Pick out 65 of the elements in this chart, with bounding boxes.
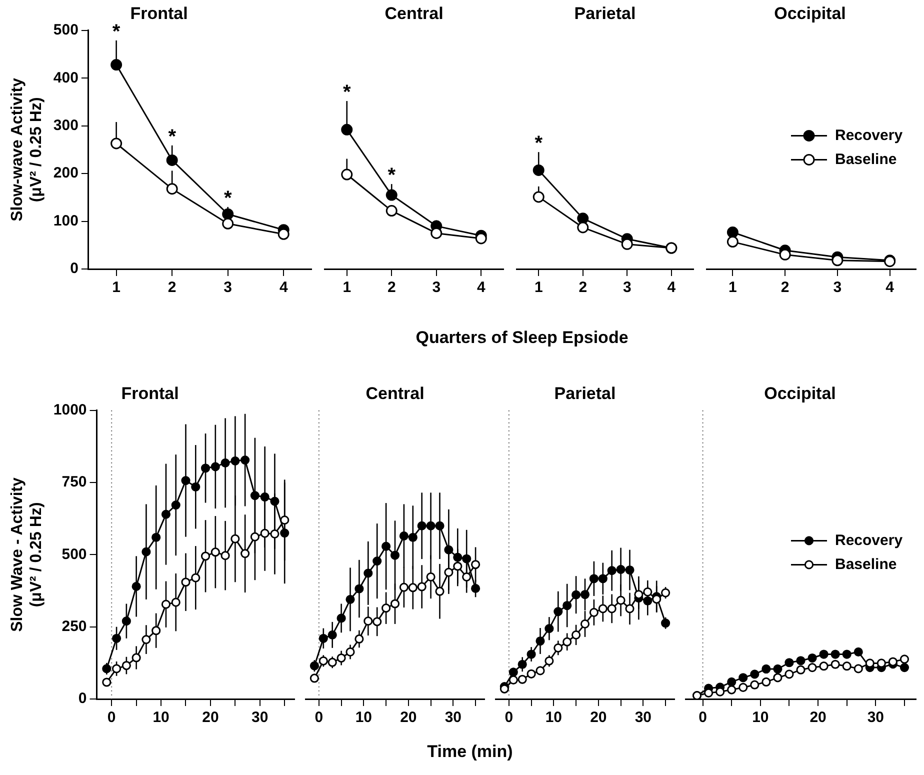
y-axis-title: Slow-wave Activity (μV² / 0.25 Hz): [9, 78, 46, 222]
x-tick-label: 1: [728, 279, 737, 296]
x-tick-label: 10: [152, 709, 170, 726]
chart-title: Frontal: [130, 4, 188, 23]
x-tick-label: 1: [112, 279, 120, 296]
x-tick-label: 10: [545, 709, 562, 726]
y-tick-label: 500: [53, 22, 78, 39]
annotation: *: [112, 20, 120, 43]
y-tick-label: 0: [78, 690, 87, 708]
x-tick-label: 10: [355, 709, 372, 726]
y-tick-label: 400: [53, 69, 78, 86]
chart-title: Parietal: [574, 4, 636, 23]
annotation: *: [388, 164, 396, 187]
x-tick-label: 3: [622, 279, 632, 296]
x-tick-label: 30: [444, 709, 462, 726]
x-tick-label: 20: [202, 709, 219, 726]
chart-title: Central: [366, 384, 424, 403]
x-tick-label: 4: [667, 279, 676, 296]
text: Quarters of Sleep Epsiode: [414, 328, 630, 348]
x-tick-label: 30: [634, 709, 652, 726]
annotation: *: [168, 126, 176, 148]
chart-title: Frontal: [121, 384, 179, 403]
y-tick-label: 100: [53, 212, 78, 230]
chart-title: Occipital: [764, 384, 836, 403]
annotation: *: [534, 132, 543, 155]
annotation: *: [224, 187, 232, 210]
x-tick-label: 30: [252, 709, 268, 726]
x-tick-label: 4: [476, 279, 486, 296]
x-tick-label: 30: [867, 709, 884, 726]
y-tick-label: 0: [70, 260, 78, 278]
y-tick-label: 750: [62, 474, 87, 491]
x-tick-label: 3: [224, 279, 232, 296]
x-tick-label: 1: [342, 279, 352, 296]
x-tick-label: 0: [314, 709, 324, 726]
x-tick-label: 2: [578, 279, 588, 296]
legend-label: Baseline: [835, 556, 897, 573]
annotation: *: [342, 82, 351, 104]
x-tick-label: 2: [168, 279, 176, 296]
x-tick-label: 0: [698, 709, 707, 726]
y-tick-label: 250: [62, 618, 87, 635]
y-tick-label: 300: [53, 116, 78, 134]
x-tick-label: 3: [833, 279, 842, 296]
x-tick-label: 3: [432, 279, 441, 296]
x-tick-label: 4: [279, 279, 288, 296]
x-tick-label: 1: [534, 279, 543, 296]
x-tick-label: 20: [590, 709, 607, 726]
x-tick-label: 2: [387, 279, 396, 296]
y-tick-label: 500: [62, 546, 87, 563]
y-axis-title: Slow Wave - Activity (μV² / 0.25 Hz): [9, 477, 46, 632]
x-tick-label: 4: [886, 279, 895, 296]
chart-title: Occipital: [774, 4, 846, 23]
legend-label: Recovery: [835, 126, 904, 144]
x-tick-label: 0: [107, 709, 116, 726]
legend-label: Recovery: [835, 532, 904, 549]
legend-label: Baseline: [835, 150, 897, 168]
y-tick-label: 200: [53, 164, 78, 182]
x-tick-label: 10: [752, 709, 769, 726]
x-tick-label: 2: [780, 279, 790, 296]
chart-title: Central: [384, 4, 444, 23]
x-tick-label: 20: [810, 709, 826, 726]
text: Time (min): [426, 742, 514, 762]
x-tick-label: 20: [400, 709, 417, 726]
x-tick-label: 0: [504, 709, 514, 726]
chart-title: Parietal: [554, 384, 616, 403]
y-tick-label: 1000: [53, 402, 87, 419]
